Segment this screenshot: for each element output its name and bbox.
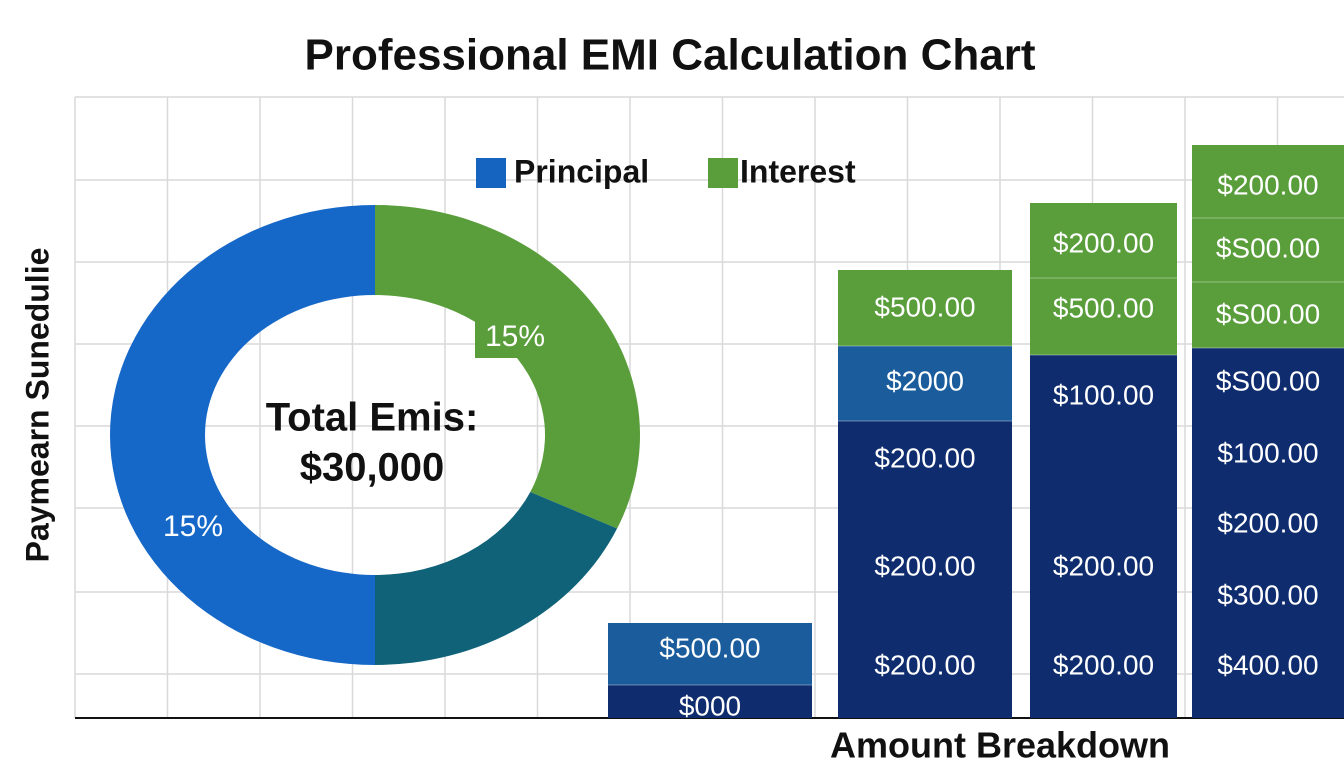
- chart-title: Professional EMI Calculation Chart: [304, 31, 1035, 80]
- bar-label: $000: [679, 690, 741, 721]
- bar-segment: [1192, 282, 1344, 348]
- bar-segment: [608, 685, 812, 718]
- donut-label: 15%: [485, 320, 545, 353]
- bar-segment: [1030, 203, 1177, 278]
- bar-segment: [838, 421, 1012, 718]
- bar-label: $100.00: [1053, 379, 1154, 410]
- legend-swatch: [476, 158, 506, 188]
- donut-segment: [375, 205, 640, 529]
- label-box: [475, 318, 555, 358]
- donut-center-label: Total Emis:: [266, 396, 479, 440]
- bar-label: $2000: [886, 365, 964, 396]
- bar-segment: [1030, 278, 1177, 355]
- legend-swatch: [708, 158, 738, 188]
- bar-segment: [1192, 218, 1344, 282]
- bar-label: $200.00: [1053, 227, 1154, 258]
- legend-label: Principal: [514, 153, 649, 189]
- legend-label: Interest: [740, 153, 856, 189]
- x-axis-label: Amount Breakdown: [830, 725, 1170, 766]
- bar-label: $500.00: [874, 291, 975, 322]
- y-axis-label: Paymearn Sunedulie: [19, 248, 55, 563]
- bar-label: $200.00: [1217, 169, 1318, 200]
- bar-label: $200.00: [1217, 507, 1318, 538]
- bar-label: $200.00: [874, 649, 975, 680]
- bar-label: $200.00: [874, 442, 975, 473]
- bar-segment: [838, 346, 1012, 421]
- bar-segment: [1030, 355, 1177, 718]
- bar-label: $500.00: [1053, 292, 1154, 323]
- donut-center-label: $30,000: [300, 446, 445, 490]
- bar-label: $S00.00: [1216, 232, 1320, 263]
- donut-segment: [110, 205, 375, 665]
- bar-label: $300.00: [1217, 579, 1318, 610]
- bar-segment: [608, 623, 812, 685]
- bar-label: $200.00: [874, 550, 975, 581]
- bar-label: $200.00: [1053, 550, 1154, 581]
- donut-label: 15%: [163, 510, 223, 543]
- bar-label: $200.00: [1053, 649, 1154, 680]
- bar-segment: [1192, 145, 1344, 218]
- bar-segment: [838, 270, 1012, 346]
- donut-segment: [375, 491, 618, 665]
- bar-label: $100.00: [1217, 437, 1318, 468]
- bar-label: $400.00: [1217, 649, 1318, 680]
- bar-label: $S00.00: [1216, 298, 1320, 329]
- bar-segment: [1192, 348, 1344, 718]
- bar-label: $S00.00: [1216, 365, 1320, 396]
- bar-label: $500.00: [659, 632, 760, 663]
